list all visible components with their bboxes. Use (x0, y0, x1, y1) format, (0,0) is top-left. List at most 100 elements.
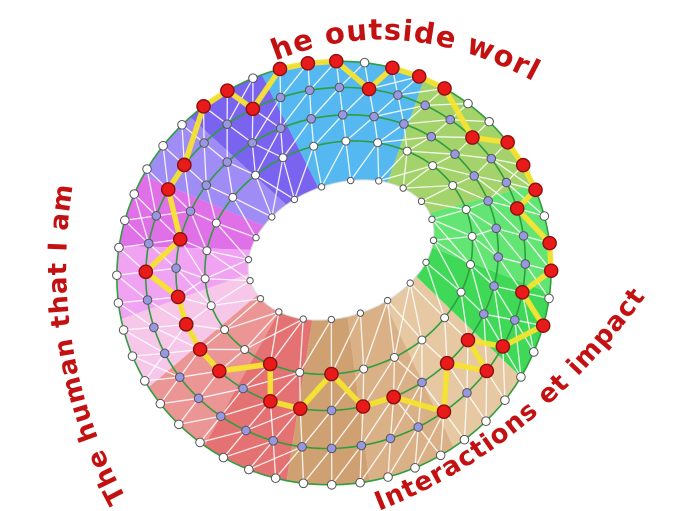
label-human-that-i-am: The human that I am (43, 182, 132, 510)
mesh-line (452, 184, 489, 202)
white-node (113, 298, 124, 308)
red-node (500, 134, 515, 150)
mesh-line (222, 430, 247, 458)
purple-node (417, 377, 427, 388)
purple-node (486, 153, 497, 164)
mesh-line (431, 208, 467, 220)
white-node (346, 176, 355, 185)
red-node (328, 53, 344, 69)
mesh-line (220, 400, 271, 417)
purple-node (199, 138, 209, 148)
mesh-line (474, 175, 507, 184)
red-node (177, 157, 192, 173)
mesh-line (301, 410, 333, 448)
purple-node (193, 393, 204, 404)
red-node (300, 55, 316, 71)
red-node (272, 61, 288, 77)
mesh-line (133, 193, 157, 217)
mesh-line (226, 161, 234, 198)
mesh-line (425, 102, 469, 106)
mesh-line (269, 318, 304, 365)
label-human-that-i-am-text: The human that I am (43, 182, 131, 510)
mesh-line (132, 355, 181, 378)
red-nodes (138, 53, 559, 419)
red-node (542, 235, 557, 251)
red-node (386, 389, 401, 405)
mesh-line (433, 239, 471, 266)
white-node (341, 136, 351, 146)
mesh-line (359, 313, 365, 369)
mesh-line (160, 397, 199, 405)
purple-node (469, 171, 479, 181)
mesh-line (123, 326, 154, 331)
mesh-line (417, 426, 442, 456)
mesh-line (485, 370, 488, 422)
red-node (479, 363, 495, 379)
ring-outline (204, 140, 474, 376)
white-node (484, 116, 494, 127)
purple-node (337, 110, 348, 120)
purple-node (369, 111, 379, 122)
mesh-line (463, 392, 468, 440)
mesh-line (255, 174, 295, 200)
white-node (417, 335, 427, 345)
mesh-line (387, 426, 419, 478)
mesh-line (116, 274, 148, 301)
purple-node (493, 252, 504, 262)
purple-node (491, 223, 502, 234)
red-node (172, 231, 188, 247)
mesh-line (471, 236, 495, 287)
mesh-line (206, 184, 234, 198)
purple-node (151, 211, 162, 221)
red-node (138, 264, 154, 280)
mesh-line (198, 387, 244, 399)
purple-node (334, 82, 345, 93)
white-node (359, 57, 370, 68)
purple-node (445, 114, 456, 125)
mesh-line (360, 396, 395, 446)
mesh-line (271, 157, 284, 218)
mesh-line (248, 440, 274, 470)
mesh-line (159, 376, 181, 405)
mesh-line (514, 319, 522, 378)
white-node (544, 293, 554, 304)
white-node (399, 184, 407, 192)
mesh-line (248, 446, 303, 471)
white-node (206, 301, 216, 311)
mesh-line (377, 136, 432, 144)
mesh-line (397, 87, 445, 96)
mesh-line (409, 282, 446, 319)
mesh-line (433, 235, 473, 242)
red-node (355, 399, 371, 414)
mesh-line (146, 168, 157, 216)
mesh-line (282, 118, 312, 159)
red-node (324, 366, 339, 382)
white-node (290, 195, 299, 204)
mesh-line (175, 267, 206, 280)
white-node (327, 315, 336, 324)
mesh-line (254, 127, 282, 176)
mesh-line (393, 356, 423, 383)
mesh-line (272, 440, 277, 479)
white-node (528, 347, 539, 357)
mesh-line (402, 151, 408, 189)
white-node (112, 270, 122, 281)
mesh-line (523, 235, 552, 272)
mesh-line (183, 164, 192, 212)
mesh-line (282, 157, 296, 200)
mesh-line (377, 142, 380, 181)
mesh-line (495, 227, 526, 265)
mesh-line (431, 218, 471, 265)
purple-node (275, 123, 286, 134)
purple-node (149, 322, 159, 333)
mesh-line (205, 278, 251, 282)
mesh-line (313, 114, 344, 147)
purple-node (483, 196, 493, 206)
purple-node (326, 443, 337, 454)
mesh-line (203, 142, 228, 163)
mesh-line (373, 94, 399, 118)
mesh-line (387, 300, 423, 341)
mesh-line (368, 75, 420, 90)
white-node (142, 164, 152, 174)
mesh-line (118, 302, 155, 328)
